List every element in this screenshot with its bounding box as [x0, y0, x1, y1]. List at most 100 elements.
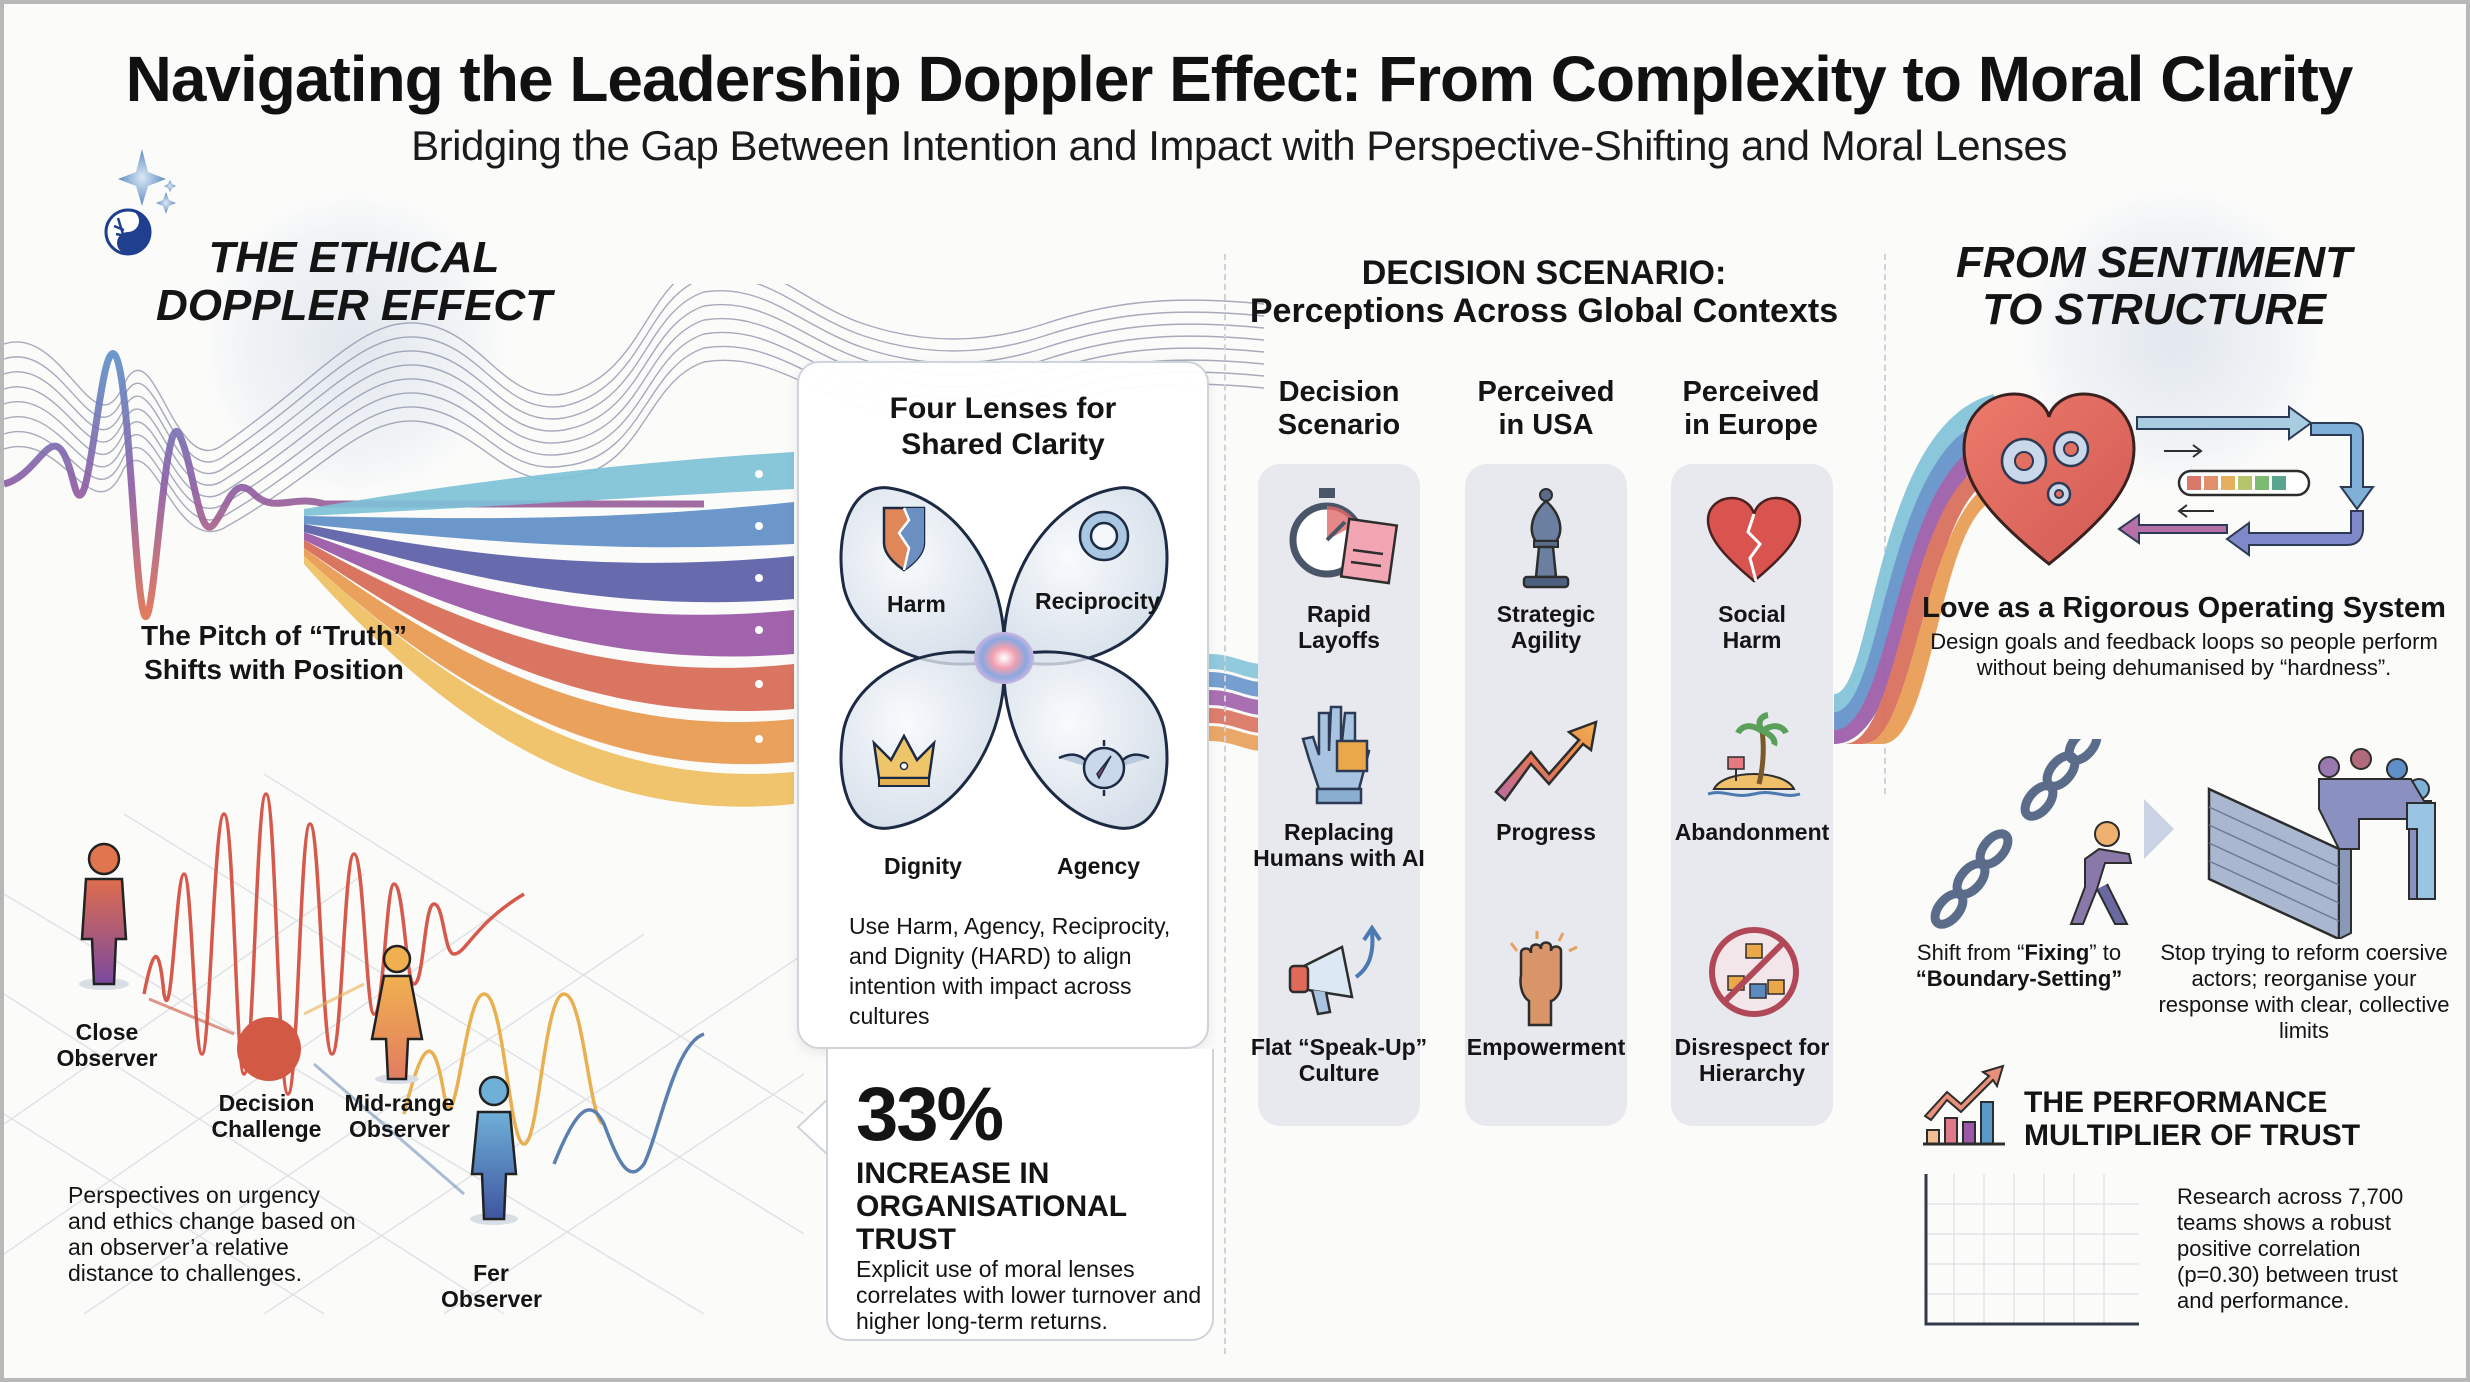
lens-dignity-label: Dignity	[884, 853, 962, 879]
love-operating-system-description: Design goals and feedback loops so peopl…	[1930, 629, 2438, 680]
col1-line2: in USA	[1498, 409, 1594, 441]
far-observer-label: Fer Observer	[441, 1260, 543, 1312]
mid-range-observer-figure	[370, 944, 424, 1084]
right-ribbon-flow	[1834, 394, 1994, 744]
cell-0-0-line2: Layoffs	[1298, 627, 1380, 653]
doppler-title-line1: THE ETHICAL	[208, 233, 500, 282]
cell-rapid-layoffs: Rapid Layoffs	[1239, 601, 1439, 653]
megaphone-icon	[1288, 924, 1382, 1016]
section-divider-left	[1224, 254, 1226, 1354]
lens-harm-label: Harm	[887, 591, 946, 617]
raised-fist-icon	[1509, 931, 1578, 1027]
stat-heading-line2: ORGANISATIONAL TRUST	[856, 1190, 1127, 1256]
four-lenses-card: Four Lenses for Shared Clarity	[797, 361, 1209, 1049]
cell-2-1-line1: Empowerment	[1466, 1034, 1626, 1060]
broken-heart-icon	[1706, 496, 1802, 583]
four-lenses-description: Use Harm, Agency, Reciprocity, and Digni…	[849, 913, 1171, 1029]
decision-challenge-label: Decision Challenge	[209, 1090, 324, 1142]
doppler-title-line2: DOPPLER EFFECT	[155, 281, 553, 330]
shift-prefix: Shift from “	[1916, 940, 2025, 965]
sparkle-dragonfly-logo-icon	[100, 144, 180, 264]
no-hierarchy-icon	[1709, 927, 1799, 1017]
pushing-person-icon	[2069, 821, 2133, 925]
stat-heading-line1: INCREASE IN	[856, 1157, 1050, 1190]
trust-stat-description: Explicit use of moral lenses correlates …	[856, 1256, 1202, 1334]
cell-1-1-line1: Progress	[1496, 819, 1596, 845]
brick-wall-icon	[2207, 787, 2352, 939]
cell-0-1-line1: Strategic	[1496, 601, 1596, 627]
trust-stat-value: 33%	[856, 1072, 1004, 1157]
mid-observer-line1: Mid-range	[344, 1090, 455, 1116]
arrow-right-icon	[2144, 799, 2174, 859]
cell-abandonment: Abandonment	[1652, 819, 1852, 845]
lens-reciprocity-label: Reciprocity	[1035, 588, 1161, 614]
four-lenses-diagram	[839, 486, 1169, 830]
close-observer-label: Close Observer	[52, 1019, 162, 1071]
bar-chart-trend-icon	[1923, 1064, 2005, 1146]
cell-0-2-line2: Harm	[1722, 627, 1782, 653]
cell-social-harm: Social Harm	[1652, 601, 1852, 653]
observer-scene-illustration	[4, 773, 804, 1315]
cell-2-0-line2: Culture	[1298, 1060, 1380, 1086]
pitch-of-truth-heading: The Pitch of “Truth” Shifts with Positio…	[134, 619, 414, 687]
scenario-title-line2: Perceptions Across Global Contexts	[1249, 292, 1839, 330]
far-observer-line2: Observer	[441, 1286, 543, 1312]
cell-2-2-line1: Disrespect for	[1674, 1034, 1830, 1060]
trend-up-arrow-icon	[1494, 720, 1598, 802]
boundary-setting-illustration	[1930, 739, 2436, 939]
lens-title-line2: Shared Clarity	[901, 428, 1105, 461]
structure-title-line2: TO STRUCTURE	[1982, 285, 2326, 334]
ring-icon	[1078, 510, 1130, 562]
close-observer-figure	[79, 842, 129, 990]
cell-1-0-line2: Humans with AI	[1253, 845, 1425, 871]
cell-1-0-line1: Replacing	[1284, 819, 1394, 845]
four-lenses-title: Four Lenses for Shared Clarity	[799, 391, 1207, 463]
desert-island-icon	[1707, 712, 1801, 797]
column-header-usa: Perceived in USA	[1456, 376, 1636, 442]
trust-stat-heading: INCREASE IN ORGANISATIONAL TRUST	[856, 1157, 1216, 1256]
robot-hand-chip-icon	[1301, 705, 1371, 805]
cell-2-2-line2: Hierarchy	[1698, 1060, 1806, 1086]
page-title: Navigating the Leadership Doppler Effect…	[125, 43, 2354, 115]
cell-empowerment: Empowerment	[1446, 1034, 1646, 1060]
cell-replacing-humans-ai: Replacing Humans with AI	[1239, 819, 1439, 871]
crown-icon	[872, 733, 936, 787]
column-header-europe: Perceived in Europe	[1661, 376, 1841, 442]
doppler-section-title: THE ETHICAL DOPPLER EFFECT	[144, 234, 564, 330]
performance-research-description: Research across 7,700 teams shows a robu…	[2177, 1184, 2404, 1313]
perf-title-line1: THE PERFORMANCE	[2024, 1086, 2328, 1119]
col2-line1: Perceived	[1682, 376, 1820, 408]
broken-shield-icon	[882, 506, 926, 572]
col2-line2: in Europe	[1684, 409, 1818, 441]
cell-1-2-line1: Abandonment	[1674, 819, 1830, 845]
section-divider-right	[1884, 254, 1886, 794]
empty-trust-performance-chart	[1924, 1174, 2139, 1326]
structure-section-title: FROM SENTIMENT TO STRUCTURE	[1929, 239, 2379, 333]
col0-line2: Scenario	[1277, 409, 1401, 441]
structure-title-line1: FROM SENTIMENT	[1956, 238, 2352, 287]
decision-challenge-dot	[237, 1017, 301, 1081]
pitch-line2: Shifts with Position	[144, 654, 404, 685]
cell-progress: Progress	[1446, 819, 1646, 845]
challenge-line1: Decision	[218, 1090, 315, 1116]
far-observer-figure	[470, 1075, 518, 1225]
shift-fixing-to-boundary-label: Shift from “Fixing” to “Boundary-Setting…	[1909, 940, 2129, 992]
stopwatch-notice-icon	[1289, 488, 1399, 585]
pitch-line1: The Pitch of “Truth”	[141, 620, 407, 651]
close-observer-line1: Close	[75, 1019, 139, 1045]
shift-fixing: Fixing	[2024, 940, 2090, 965]
doppler-description: Perspectives on urgency and ethics chang…	[68, 1182, 356, 1286]
col1-line1: Perceived	[1477, 376, 1615, 408]
heart-gears-feedback-loop-icon	[1962, 392, 2375, 566]
column-header-decision-scenario: Decision Scenario	[1249, 376, 1429, 442]
page-subtitle: Bridging the Gap Between Intention and I…	[411, 122, 2067, 169]
cell-flat-speak-up: Flat “Speak-Up” Culture	[1239, 1034, 1439, 1086]
lens-agency-label: Agency	[1057, 853, 1141, 879]
shift-mid: ” to	[2089, 940, 2122, 965]
broken-chain-icon	[1930, 739, 2102, 929]
col0-line1: Decision	[1278, 376, 1400, 408]
cell-0-0-line1: Rapid	[1307, 601, 1371, 627]
chess-bishop-icon	[1522, 488, 1570, 589]
performance-multiplier-title: THE PERFORMANCE MULTIPLIER OF TRUST	[2024, 1086, 2444, 1152]
mid-observer-line2: Observer	[348, 1116, 450, 1142]
